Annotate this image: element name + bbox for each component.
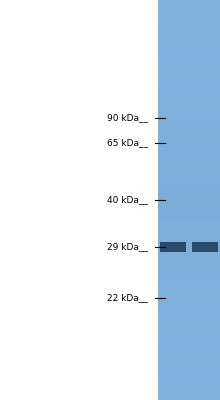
Text: 90 kDa__: 90 kDa__ — [107, 114, 148, 122]
Text: 22 kDa__: 22 kDa__ — [107, 294, 148, 302]
Text: 65 kDa__: 65 kDa__ — [107, 138, 148, 148]
Bar — [192, 242, 218, 252]
Bar — [160, 242, 186, 252]
Text: 40 kDa__: 40 kDa__ — [107, 196, 148, 204]
Text: 29 kDa__: 29 kDa__ — [107, 242, 148, 252]
